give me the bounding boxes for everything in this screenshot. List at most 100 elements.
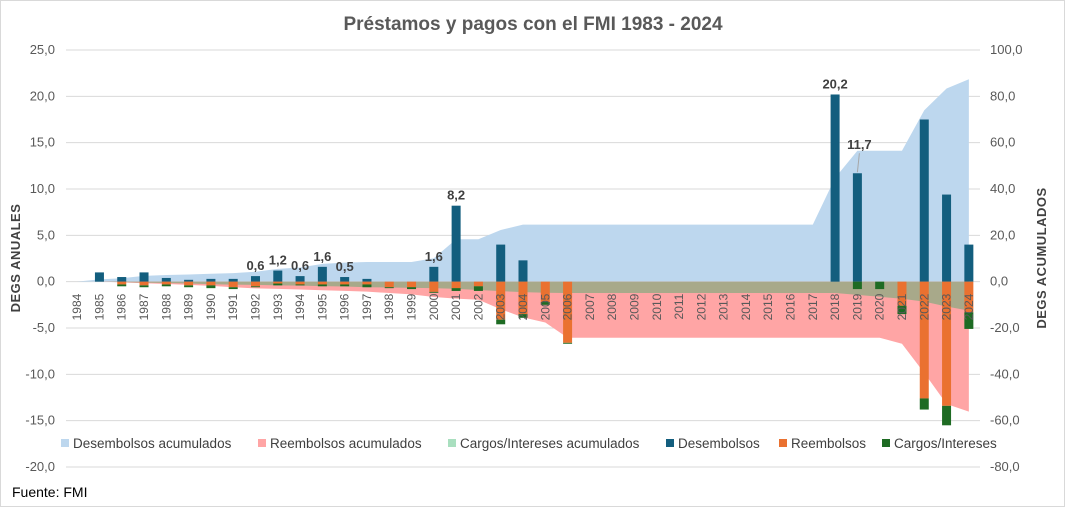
bar-reembolsos: [117, 281, 127, 285]
bar-desembolsos: [295, 276, 305, 282]
x-tick-label: 2016: [784, 293, 798, 320]
y-tick-label-left: 20,0: [30, 88, 55, 103]
bar-desembolsos: [228, 278, 238, 282]
bar-cargos-intereses: [317, 284, 327, 287]
y-tick-label-right: 100,0: [990, 42, 1023, 57]
bar-desembolsos: [919, 119, 929, 282]
data-label: 1,2: [269, 253, 287, 268]
x-axis-tick-labels: 1984 1985 1986 1987 1988 1989 1990 1991 1992 1993…: [70, 293, 976, 320]
data-label: 20,2: [822, 76, 847, 91]
y-axis-right-label: DEGS ACUMULADOS: [1034, 187, 1049, 328]
y-tick-label-left: -10,0: [25, 366, 55, 381]
legend-label: Reembolsos acumulados: [270, 436, 422, 451]
data-label: 11,7: [847, 137, 872, 152]
legend-swatch: [882, 439, 890, 447]
x-tick-label: 1993: [271, 293, 285, 320]
chart-title: Préstamos y pagos con el FMI 1983 - 2024: [343, 14, 723, 35]
x-tick-label: 2023: [940, 293, 954, 320]
bar-cargos-intereses: [496, 319, 506, 325]
y-tick-label-right: 40,0: [990, 181, 1015, 196]
x-tick-label: 2022: [917, 293, 931, 320]
data-label: 1,6: [313, 249, 331, 264]
area-desembolsos-acumulados: [77, 79, 969, 282]
y-tick-label-left: -5,0: [33, 320, 55, 335]
bar-desembolsos: [273, 270, 283, 282]
bar-cargos-intereses: [852, 281, 862, 290]
x-tick-label: 1991: [226, 293, 240, 320]
bar-desembolsos: [340, 277, 350, 282]
bar-reembolsos: [496, 281, 506, 320]
x-tick-label: 2007: [583, 293, 597, 320]
bar-desembolsos: [117, 277, 127, 282]
bar-cargos-intereses: [473, 286, 483, 291]
legend-swatch: [61, 439, 69, 447]
bar-desembolsos: [496, 244, 506, 282]
x-tick-label: 2003: [494, 293, 508, 320]
bar-cargos-intereses: [919, 398, 929, 410]
bar-cargos-intereses: [117, 284, 127, 287]
x-tick-label: 2017: [806, 293, 820, 320]
legend-label: Desembolsos: [678, 436, 760, 451]
x-tick-label: 1985: [92, 293, 106, 320]
bar-desembolsos: [250, 276, 260, 282]
x-tick-label: 1988: [159, 293, 173, 320]
bar-desembolsos: [830, 94, 840, 282]
y-tick-label-left: 0,0: [37, 274, 55, 289]
bar-desembolsos: [184, 279, 194, 282]
legend: Desembolsos acumulados Reembolsos acumula…: [61, 436, 997, 451]
x-tick-label: 1995: [315, 293, 329, 320]
data-label: 8,2: [447, 188, 465, 203]
x-tick-label: 2010: [650, 293, 664, 320]
legend-label: Cargos/Intereses: [894, 436, 997, 451]
y-tick-label-right: -40,0: [990, 366, 1020, 381]
bar-reembolsos: [518, 281, 528, 315]
y-tick-label-right: -60,0: [990, 413, 1020, 428]
x-tick-label: 2014: [739, 293, 753, 320]
bar-reembolsos: [161, 281, 171, 285]
bar-cargos-intereses: [540, 302, 550, 305]
bar-cargos-intereses: [563, 342, 573, 344]
data-label: 1,6: [425, 249, 443, 264]
bar-desembolsos: [94, 272, 104, 282]
data-label: 0,5: [336, 259, 354, 274]
x-tick-label: 2012: [694, 293, 708, 320]
bar-reembolsos: [228, 281, 238, 288]
bar-cargos-intereses: [451, 288, 461, 291]
bar-cargos-intereses: [206, 285, 216, 289]
legend-swatch: [779, 439, 787, 447]
x-tick-label: 2020: [873, 293, 887, 320]
bar-cargos-intereses: [139, 285, 149, 288]
bar-desembolsos: [139, 272, 149, 282]
x-tick-label: 2006: [561, 293, 575, 320]
bar-cargos-intereses: [518, 314, 528, 318]
bar-desembolsos: [451, 205, 461, 282]
bar-reembolsos: [206, 281, 216, 286]
bar-cargos-intereses: [942, 405, 952, 426]
x-tick-label: 2009: [627, 293, 641, 320]
y-tick-label-right: -20,0: [990, 320, 1020, 335]
bar-desembolsos: [852, 173, 862, 282]
x-tick-label: 2018: [828, 293, 842, 320]
bar-reembolsos: [451, 281, 461, 289]
bar-cargos-intereses: [362, 284, 372, 288]
annual-bars: [94, 94, 974, 426]
bar-reembolsos: [273, 281, 283, 284]
bar-desembolsos: [317, 266, 327, 282]
bar-reembolsos: [139, 281, 149, 286]
bar-reembolsos: [473, 281, 483, 287]
data-label: 0,6: [246, 258, 264, 273]
bar-desembolsos: [362, 278, 372, 282]
bar-desembolsos: [429, 266, 439, 282]
y-tick-label-left: 5,0: [37, 227, 55, 242]
bar-reembolsos: [317, 281, 327, 285]
x-tick-label: 2019: [850, 293, 864, 320]
area-cargos-intereses-acumulados: [77, 281, 969, 311]
x-tick-label: 1999: [405, 293, 419, 320]
bar-cargos-intereses: [273, 283, 283, 286]
x-tick-label: 2001: [449, 293, 463, 320]
legend-label: Desembolsos acumulados: [73, 436, 232, 451]
bar-desembolsos: [518, 260, 528, 282]
bar-desembolsos: [964, 244, 974, 282]
y-tick-label-left: -15,0: [25, 413, 55, 428]
x-tick-label: 2008: [605, 293, 619, 320]
